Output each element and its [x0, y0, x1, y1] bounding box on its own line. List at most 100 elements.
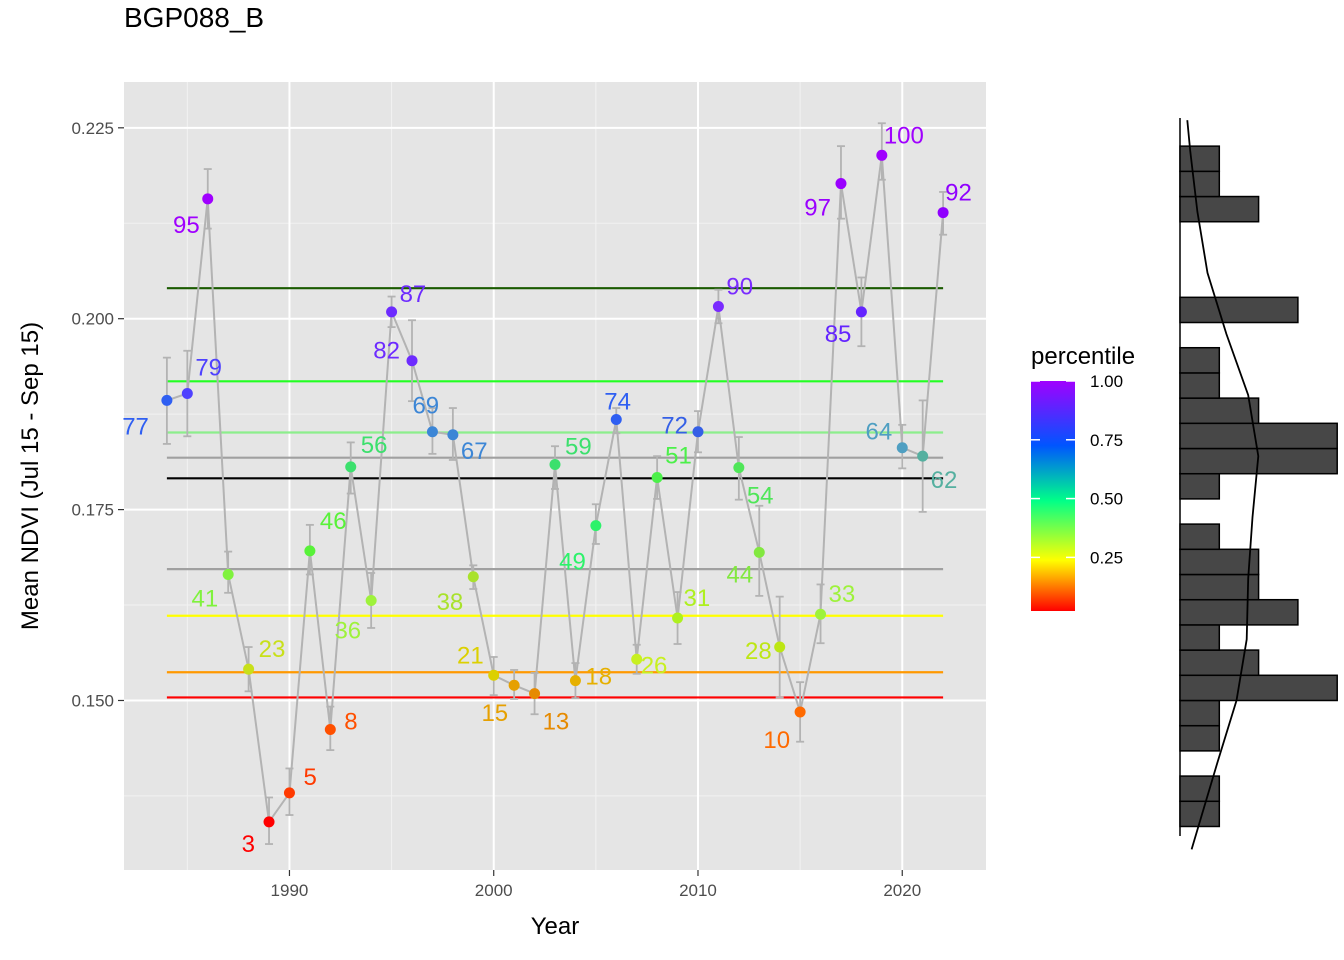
x-tick-label: 2020: [883, 881, 921, 900]
data-point: [937, 207, 949, 219]
data-points: [161, 149, 949, 828]
data-point: [753, 546, 765, 558]
percentile-label: 13: [543, 709, 570, 736]
data-point: [917, 450, 929, 462]
data-point: [794, 706, 806, 718]
data-point: [426, 426, 438, 438]
percentile-label: 23: [259, 636, 286, 663]
y-axis-title: Mean NDVI (Jul 15 - Sep 15): [17, 322, 44, 630]
data-point: [304, 545, 316, 557]
percentile-label: 82: [373, 338, 400, 365]
percentile-label: 51: [665, 443, 692, 470]
histogram-bar: [1179, 724, 1221, 752]
data-point: [181, 388, 193, 400]
legend-ticks: 1.00 0.75 0.50 0.25: [1031, 372, 1123, 567]
legend-label: 0.50: [1090, 490, 1123, 509]
data-point: [590, 520, 602, 532]
histogram-bar: [1179, 548, 1260, 576]
point-labels: 77 79 95 41 23 3 5 46 8 56 36 87 82 69 67 38 21 15 13 59 18 4…: [122, 122, 972, 858]
percentile-label: 74: [604, 388, 631, 415]
data-point: [161, 394, 173, 406]
y-axis-ticks: 0.150 0.175 0.200 0.225: [71, 119, 124, 710]
histogram-bar: [1179, 346, 1221, 374]
percentile-label: 46: [320, 508, 347, 535]
legend-label: 1.00: [1090, 372, 1123, 391]
data-point: [610, 413, 622, 425]
data-point: [733, 462, 745, 474]
chart-title: BGP088_B: [124, 2, 264, 33]
y-tick-label: 0.200: [71, 310, 114, 329]
marginal-histogram: [1179, 118, 1338, 850]
histogram-bar: [1179, 573, 1260, 601]
data-point: [815, 608, 827, 620]
histogram-bar: [1179, 624, 1221, 651]
x-tick-label: 1990: [271, 881, 309, 900]
percentile-label: 62: [931, 467, 958, 494]
x-tick-label: 2010: [679, 881, 717, 900]
percentile-label: 8: [344, 709, 357, 736]
percentile-label: 36: [334, 617, 361, 644]
histogram-bar: [1179, 472, 1221, 500]
histogram-bar: [1179, 674, 1338, 702]
data-point: [672, 612, 684, 624]
reference-lines: [166, 287, 944, 699]
histogram-bar: [1179, 523, 1221, 551]
y-tick-label: 0.150: [71, 691, 114, 710]
histogram-bars: [1179, 145, 1338, 828]
percentile-label: 49: [559, 549, 586, 576]
data-point: [488, 669, 500, 681]
percentile-label: 79: [195, 355, 222, 382]
data-point: [202, 193, 214, 205]
percentile-label: 95: [173, 212, 200, 239]
percentile-label: 41: [191, 586, 218, 613]
percentile-label: 77: [122, 413, 149, 440]
density-curve: [1186, 120, 1260, 850]
legend-colorbar: [1031, 381, 1075, 611]
legend-label: 0.75: [1090, 431, 1123, 450]
data-point: [529, 688, 541, 700]
data-point: [365, 594, 377, 606]
histogram-bar: [1179, 775, 1221, 803]
percentile-label: 44: [727, 561, 754, 588]
data-point: [835, 178, 847, 190]
percentile-label: 56: [361, 432, 388, 459]
data-point: [324, 724, 336, 736]
data-point: [243, 663, 255, 675]
percentile-label: 10: [763, 727, 790, 754]
percentile-label: 28: [745, 638, 772, 665]
histogram-bar: [1179, 372, 1221, 399]
grid-major: [124, 82, 986, 870]
data-point: [855, 306, 867, 318]
percentile-label: 59: [565, 434, 592, 461]
data-point: [283, 787, 295, 799]
data-point: [896, 442, 908, 454]
percentile-label: 33: [829, 581, 856, 608]
data-point: [467, 571, 479, 583]
data-point: [631, 653, 643, 665]
percentile-label: 3: [242, 831, 255, 858]
data-point: [406, 355, 418, 367]
data-point: [447, 429, 459, 441]
data-point: [876, 149, 888, 161]
grid-minor: [124, 82, 986, 870]
histogram-bar: [1179, 170, 1221, 198]
legend-title: percentile: [1031, 343, 1135, 370]
histogram-bar: [1179, 195, 1260, 223]
percentile-label: 100: [884, 122, 924, 149]
percentile-label: 85: [825, 321, 852, 348]
percentile-label: 87: [400, 281, 427, 308]
histogram-bar: [1179, 145, 1221, 173]
data-point: [345, 461, 357, 473]
y-tick-label: 0.175: [71, 501, 114, 520]
x-axis-ticks: 1990 2000 2010 2020: [271, 870, 921, 900]
x-tick-label: 2000: [475, 881, 513, 900]
histogram-bar: [1179, 397, 1260, 425]
percentile-label: 97: [804, 195, 831, 222]
data-point: [508, 679, 520, 691]
data-point: [386, 306, 398, 318]
histogram-bar: [1179, 649, 1260, 677]
y-tick-label: 0.225: [71, 119, 114, 138]
percentile-label: 18: [585, 664, 612, 691]
percentile-label: 31: [684, 585, 711, 612]
